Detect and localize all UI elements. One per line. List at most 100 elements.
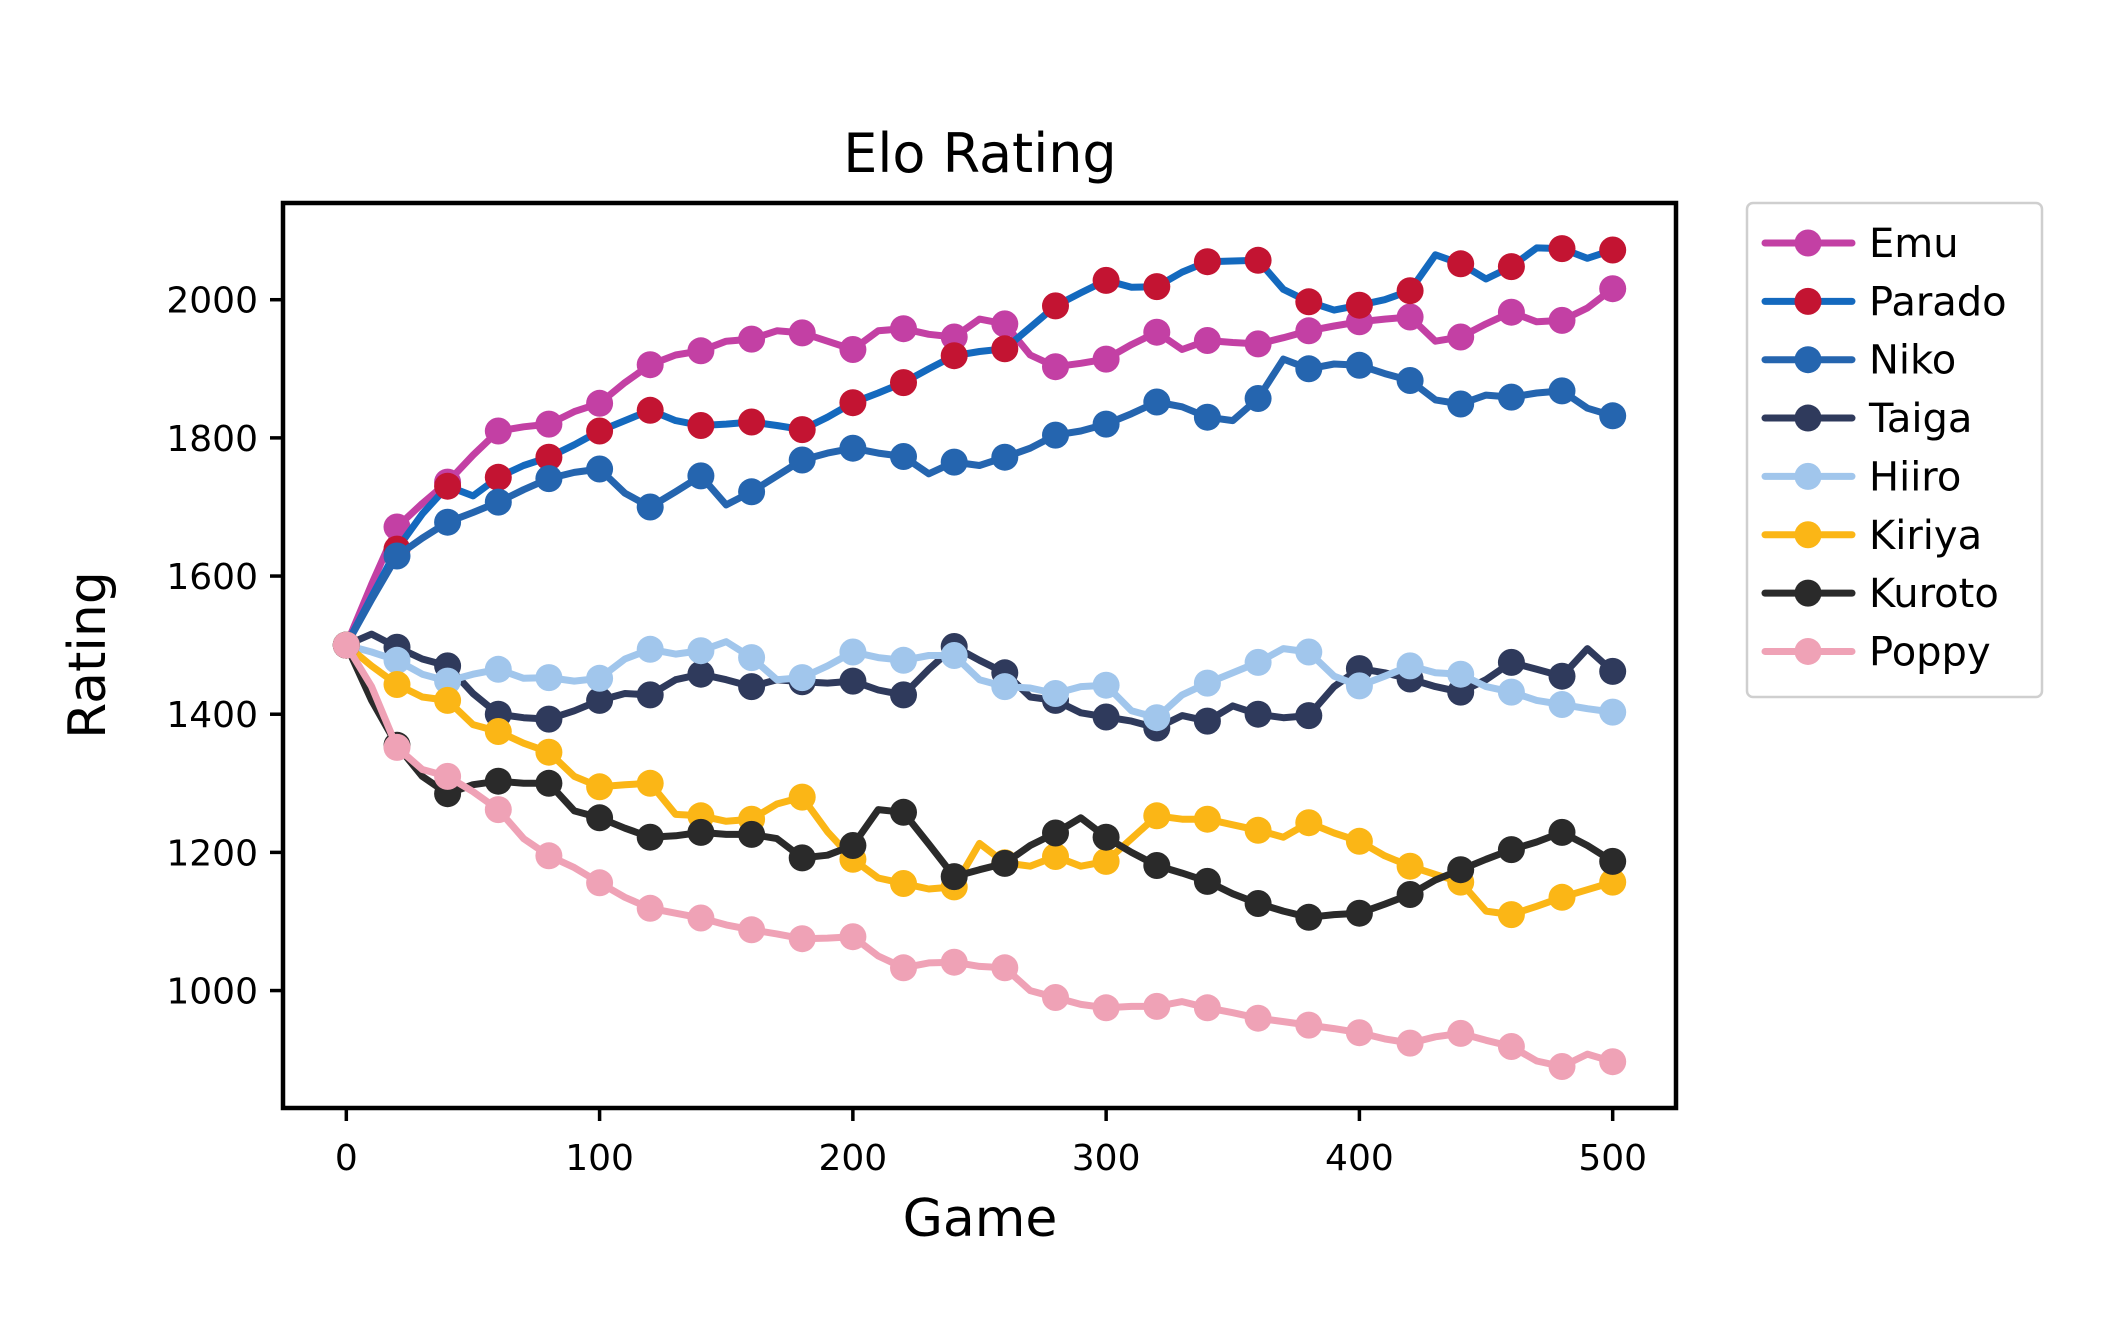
legend-label: Emu: [1869, 221, 1959, 267]
series-marker-poppy: [535, 842, 563, 870]
series-marker-kuroto: [1497, 836, 1525, 864]
series-marker-kuroto: [535, 769, 563, 797]
y-tick-label: 1600: [166, 557, 258, 598]
series-marker-poppy: [586, 869, 614, 897]
y-axis-label: Rating: [58, 571, 118, 739]
series-marker-poppy: [1193, 994, 1221, 1022]
series-marker-hiiro: [1548, 691, 1576, 718]
series-marker-parado: [1548, 235, 1576, 263]
y-tick-label: 1200: [166, 833, 258, 874]
legend-label: Hiiro: [1869, 454, 1961, 500]
series-marker-kuroto: [1447, 856, 1475, 884]
series-marker-poppy: [332, 631, 360, 659]
series-marker-niko: [1244, 385, 1272, 412]
series-marker-poppy: [484, 796, 512, 824]
series-marker-niko: [1497, 383, 1525, 411]
series-marker-poppy: [1599, 1048, 1627, 1076]
series-marker-poppy: [1042, 984, 1069, 1011]
series-marker-hiiro: [1345, 672, 1373, 700]
series-marker-hiiro: [1092, 671, 1120, 699]
series-marker-hiiro: [1295, 638, 1323, 666]
series-marker-niko: [434, 508, 462, 536]
legend-item-hiiro: Hiiro: [1761, 454, 1961, 500]
series-marker-poppy: [788, 925, 816, 953]
x-axis-label: Game: [903, 1189, 1058, 1249]
legend: Emu Parado Niko Taiga Hiiro Kiriya Kuroto Poppy: [1745, 201, 2044, 699]
series-kuroto: [332, 631, 1627, 931]
series-marker-hiiro: [839, 638, 867, 666]
series-marker-kiriya: [1193, 805, 1221, 833]
series-marker-emu: [535, 410, 563, 438]
series-marker-emu: [1193, 327, 1221, 354]
series-marker-kiriya: [1092, 847, 1120, 875]
series-marker-taiga: [839, 667, 867, 695]
series-marker-kuroto: [1042, 819, 1069, 847]
series-marker-niko: [1295, 355, 1323, 383]
legend-item-poppy: Poppy: [1761, 629, 1991, 675]
series-marker-taiga: [738, 673, 766, 701]
series-marker-poppy: [687, 904, 715, 932]
legend-label: Parado: [1869, 279, 2007, 325]
series-marker-hiiro: [484, 655, 512, 683]
series-marker-poppy: [991, 954, 1019, 982]
series-marker-kuroto: [1396, 881, 1424, 908]
series-marker-kiriya: [586, 773, 614, 801]
series-marker-poppy: [1092, 994, 1120, 1022]
series-marker-poppy: [1143, 992, 1171, 1020]
series-marker-emu: [1447, 323, 1475, 351]
series-marker-emu: [586, 389, 614, 417]
series-marker-emu: [1396, 303, 1424, 331]
series-marker-kiriya: [1599, 868, 1627, 896]
series-marker-kuroto: [738, 820, 766, 848]
series-marker-niko: [1042, 421, 1069, 449]
series-parado: [332, 235, 1627, 659]
series-marker-hiiro: [1497, 678, 1525, 706]
legend-marker-sample: [1794, 462, 1822, 490]
series-niko: [332, 351, 1627, 659]
series-marker-emu: [890, 315, 917, 343]
legend-item-taiga: Taiga: [1761, 396, 1972, 442]
series-marker-hiiro: [1143, 704, 1171, 732]
series-marker-emu: [1548, 306, 1576, 334]
series-marker-parado: [434, 472, 462, 500]
series-marker-kiriya: [1042, 843, 1069, 870]
series-marker-kiriya: [1295, 809, 1323, 837]
series-marker-emu: [1599, 275, 1627, 303]
series-marker-parado: [1345, 291, 1373, 319]
series-marker-poppy: [1447, 1019, 1475, 1047]
series-marker-kuroto: [1345, 899, 1373, 927]
series-marker-kuroto: [1599, 847, 1627, 875]
series-marker-taiga: [535, 705, 563, 733]
series-poppy: [332, 631, 1627, 1080]
series-marker-taiga: [586, 686, 614, 714]
series-marker-parado: [484, 463, 512, 491]
x-tick-label: 300: [1072, 1138, 1141, 1179]
series-marker-kuroto: [636, 823, 664, 851]
legend-item-niko: Niko: [1761, 338, 1956, 384]
series-marker-hiiro: [890, 646, 917, 674]
series-marker-emu: [1295, 317, 1323, 345]
series-marker-taiga: [1599, 657, 1627, 685]
series-marker-kiriya: [1244, 816, 1272, 844]
series-marker-parado: [839, 389, 867, 417]
series-marker-parado: [535, 443, 563, 471]
series-marker-poppy: [1396, 1029, 1424, 1057]
legend-marker-sample: [1794, 521, 1822, 549]
series-marker-niko: [484, 488, 512, 516]
series-marker-niko: [788, 446, 816, 474]
series-marker-niko: [1143, 388, 1171, 416]
series-marker-parado: [1447, 250, 1475, 278]
series-marker-kiriya: [1548, 883, 1576, 911]
series-marker-kuroto: [484, 767, 512, 795]
series-marker-parado: [1092, 266, 1120, 294]
series-marker-kiriya: [383, 671, 411, 698]
series-marker-kuroto: [687, 818, 715, 846]
series-marker-niko: [586, 455, 614, 483]
series-marker-kuroto: [1143, 852, 1171, 879]
series-marker-emu: [940, 323, 968, 351]
series-marker-kiriya: [1396, 852, 1424, 880]
series-marker-niko: [1092, 410, 1120, 438]
legend-frame: [1745, 201, 2044, 699]
legend-item-kuroto: Kuroto: [1761, 571, 1999, 617]
